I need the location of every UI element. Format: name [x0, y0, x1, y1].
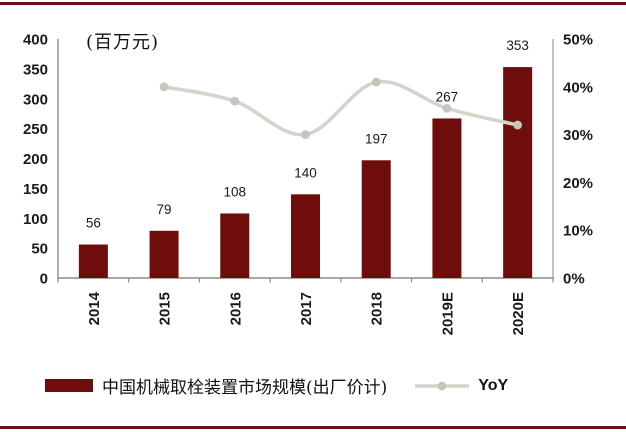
left-axis-tick-label: 0: [40, 271, 48, 288]
legend: 中国机械取栓装置市场规模(出厂价计) YoY: [45, 373, 605, 398]
bar-value-label: 79: [157, 202, 172, 217]
left-axis-tick-label: 350: [23, 61, 48, 78]
x-category-label: 2014: [86, 291, 103, 325]
top-accent-rule: [0, 2, 626, 5]
bar-2020E: [503, 67, 533, 279]
yoy-marker: [513, 120, 523, 130]
bar-2015: [149, 230, 179, 278]
left-axis-unit-label: (百万元): [86, 32, 160, 53]
bottom-accent-rule: [0, 426, 626, 429]
legend-item-bar-series: 中国机械取栓装置市场规模(出厂价计): [45, 373, 387, 398]
yoy-marker: [442, 103, 452, 113]
bar-2014: [78, 244, 108, 278]
bar-value-label: 108: [224, 184, 247, 199]
right-axis-tick-label: 50%: [563, 32, 593, 49]
bar-2019E: [432, 118, 462, 278]
legend-item-line-series: YoY: [415, 377, 508, 395]
yoy-marker: [301, 130, 310, 140]
bar-series-label: 中国机械取栓装置市场规模(出厂价计): [102, 378, 388, 398]
line-series-label: YoY: [478, 376, 509, 394]
right-axis-tick-label: 0%: [563, 271, 585, 288]
yoy-marker: [159, 82, 169, 92]
left-axis-tick-label: 250: [23, 121, 48, 138]
left-axis-tick-label: 150: [23, 181, 48, 198]
yoy-line: [162, 79, 520, 137]
x-category-label: 2016: [227, 292, 244, 325]
right-axis-tick-label: 20%: [563, 175, 593, 192]
x-category-label: 2020E: [510, 292, 527, 335]
bar-value-label: 353: [506, 38, 529, 53]
bar-value-label: 56: [86, 216, 101, 231]
left-axis-tick-label: 50: [31, 241, 48, 258]
x-category-label: 2019E: [439, 292, 456, 335]
bar-series-swatch: [45, 379, 93, 392]
bar-2017: [291, 194, 320, 278]
bar-2016: [220, 213, 250, 278]
right-axis-tick-label: 10%: [563, 223, 593, 240]
right-axis-tick-label: 30%: [563, 127, 593, 144]
right-axis-tick-label: 40%: [563, 79, 593, 96]
bar-value-label: 197: [365, 131, 388, 146]
x-category-label: 2018: [369, 292, 386, 325]
left-axis-tick-label: 200: [23, 151, 48, 168]
bar-2018: [361, 160, 391, 278]
bar-value-label: 267: [436, 89, 459, 104]
left-axis-tick-label: 300: [23, 91, 48, 108]
left-axis-tick-label: 100: [23, 211, 48, 228]
left-axis-tick-label: 400: [23, 32, 48, 49]
bar-value-label: 140: [294, 165, 317, 180]
line-series-swatch-icon: [415, 381, 470, 390]
yoy-marker: [230, 96, 240, 106]
yoy-marker: [371, 77, 381, 87]
x-category-label: 2015: [157, 292, 174, 325]
x-category-label: 2017: [298, 292, 315, 325]
